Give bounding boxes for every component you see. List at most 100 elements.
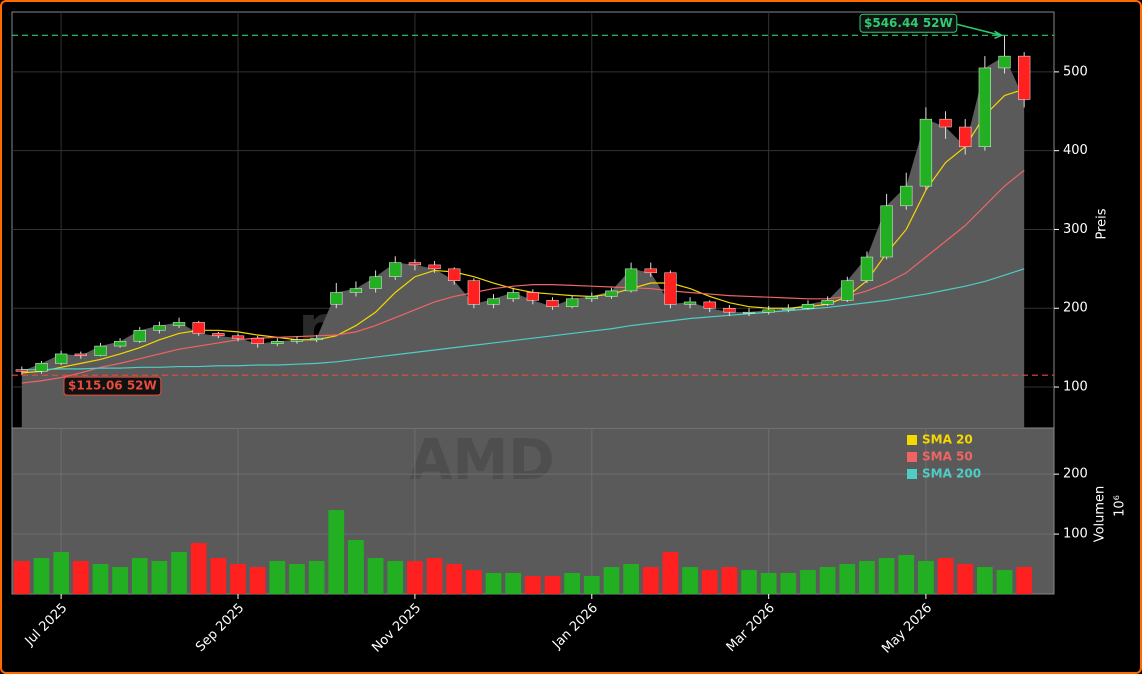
x-tick-label: Mar 2026 [724, 601, 778, 655]
volume-bar [485, 573, 502, 594]
candle-body [526, 292, 539, 301]
candle-body [54, 353, 68, 364]
volume-bar [603, 567, 620, 594]
candle-body [998, 55, 1011, 69]
candle-body [310, 337, 323, 341]
volume-bar [72, 561, 89, 594]
volume-bar [1016, 567, 1033, 594]
volume-bar [407, 561, 423, 594]
sma-line [21, 88, 1025, 374]
volume-bar [289, 564, 305, 594]
candle-body [153, 325, 166, 331]
candle-body [192, 322, 205, 334]
volume-bar [898, 555, 915, 594]
candle-body [821, 300, 834, 305]
candle-body [212, 333, 225, 337]
candle-body [251, 337, 264, 344]
y-tick-label: 300 [1063, 222, 1088, 237]
y-tick-label: 200 [1063, 467, 1088, 482]
y-tick-label: 400 [1063, 143, 1088, 158]
volume-bar [505, 573, 522, 594]
volume-bar [937, 558, 954, 594]
candle-body [487, 298, 500, 305]
volume-bar [662, 552, 679, 594]
x-tick-label: Jul 2025 [22, 601, 71, 650]
sma-line [21, 169, 1025, 384]
price-area [21, 56, 1025, 428]
reference-arrow [956, 23, 1004, 39]
candle-body [919, 118, 933, 187]
volume-bar [249, 567, 266, 594]
candle-body [231, 335, 245, 339]
candle-body [624, 268, 638, 292]
candle-body [389, 262, 402, 277]
volume-bar [230, 564, 246, 594]
candle-body [860, 256, 874, 281]
y-tick-label: 100 [1063, 380, 1088, 395]
candle-body [113, 341, 127, 347]
volume-bar [977, 567, 993, 594]
volume-bar [92, 564, 109, 594]
legend-label: SMA 200 [922, 467, 981, 481]
volume-bar [682, 567, 698, 594]
y-axis-label: Volumen [1093, 486, 1108, 543]
legend-swatch [907, 452, 917, 462]
volume-bar [839, 564, 856, 594]
volume-bar [33, 558, 50, 594]
volume-bar [741, 570, 757, 594]
candle-body [94, 345, 107, 356]
candle-body [290, 339, 304, 342]
watermark: AMD [409, 428, 555, 493]
candle-body [507, 292, 520, 300]
candle-body [546, 300, 559, 307]
y-tick-label: 100 [1063, 527, 1088, 542]
candle-body [172, 322, 186, 326]
volume-bar [701, 570, 718, 594]
volume-bar [918, 561, 934, 594]
y-tick-label: 500 [1063, 64, 1088, 79]
candle-body [585, 296, 598, 300]
volume-bar [190, 543, 207, 594]
volume-bar [642, 567, 659, 594]
candle-body [939, 118, 952, 128]
candle-body [782, 307, 795, 311]
x-tick-label: May 2026 [879, 601, 935, 657]
candle-body [428, 264, 441, 270]
candle-body [448, 268, 461, 281]
candle-body [742, 311, 756, 314]
candle-body [271, 341, 284, 344]
candle-body [762, 309, 775, 313]
candle-body [703, 301, 716, 309]
volume-bar [564, 573, 580, 594]
legend-swatch [907, 469, 917, 479]
volume-bar [859, 561, 875, 594]
candle-body [683, 301, 697, 305]
reference-label: $115.06 52W [68, 379, 157, 393]
candle-body [723, 307, 736, 313]
volume-bar [446, 564, 463, 594]
volume-bar [780, 573, 797, 594]
reference-label-box [63, 376, 162, 396]
candle-body [959, 126, 972, 147]
volume-bar [583, 576, 600, 594]
candle-body [35, 363, 48, 372]
legend-label: SMA 20 [922, 433, 973, 447]
x-tick-label: Sep 2025 [193, 601, 247, 655]
candle-body [369, 276, 382, 289]
volume-bar [544, 576, 561, 594]
volume-bar [524, 576, 541, 594]
volume-bar [210, 558, 227, 594]
volume-bar [800, 570, 816, 594]
volume-bar [623, 564, 639, 594]
volume-bar [151, 561, 168, 594]
sma-line [21, 268, 1025, 371]
volume-bar [171, 552, 187, 594]
volume-bar [367, 558, 384, 594]
candle-body [880, 205, 893, 258]
candle-body [408, 262, 422, 266]
candle-body [330, 292, 343, 305]
candle-body [841, 280, 854, 301]
volume-bar [466, 570, 482, 594]
